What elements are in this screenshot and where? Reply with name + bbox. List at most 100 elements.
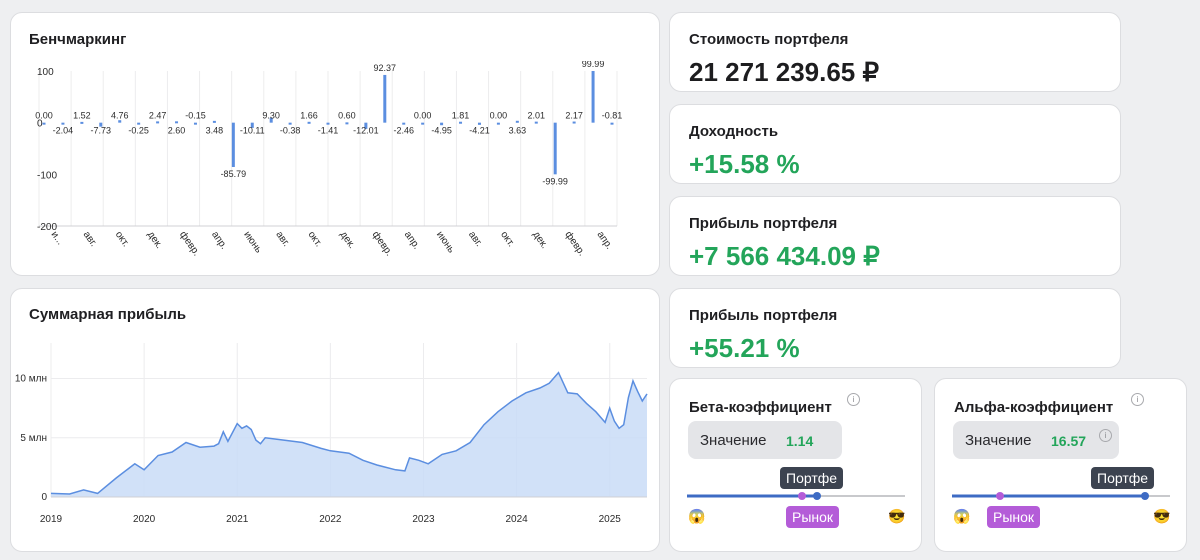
- benchmark-bar: [553, 122, 557, 175]
- cumulative-y-tick: 10 млн: [15, 374, 47, 385]
- benchmark-x-tick: дек.: [145, 229, 165, 251]
- beta-slider[interactable]: [687, 490, 907, 502]
- benchmark-data-label: 1.52: [73, 111, 91, 121]
- benchmark-data-label: 2.47: [149, 111, 167, 121]
- benchmark-data-label: 2.01: [528, 111, 546, 121]
- alpha-card: Альфа-коэффициент i Значение 16.57 i Пор…: [934, 378, 1187, 552]
- alpha-portfolio-tag: Портфе: [1091, 467, 1155, 489]
- benchmark-x-tick: авг.: [81, 229, 99, 248]
- benchmark-x-tick: окт.: [305, 229, 323, 249]
- benchmark-bar: [496, 122, 500, 125]
- benchmark-bar: [250, 122, 254, 128]
- benchmark-bar: [610, 122, 614, 125]
- benchmark-x-tick: июнь: [434, 229, 457, 255]
- benchmark-x-tick: окт.: [113, 229, 131, 249]
- benchmark-data-label: 0.00: [35, 111, 53, 121]
- cumulative-series-line: [50, 371, 648, 495]
- benchmark-data-label: -0.25: [128, 126, 149, 136]
- benchmark-bar: [345, 122, 349, 125]
- benchmark-data-label: 3.48: [206, 126, 224, 136]
- benchmark-bar: [175, 121, 179, 124]
- benchmark-title: Бенчмаркинг: [29, 31, 127, 48]
- alpha-value: 16.57: [1051, 433, 1087, 449]
- benchmark-data-label: -1.41: [318, 126, 339, 136]
- alpha-portfolio-marker: [1141, 492, 1149, 500]
- benchmark-data-label: -4.21: [469, 126, 490, 136]
- cumulative-x-tick: 2021: [226, 514, 249, 525]
- yield-value: +15.58 %: [689, 149, 800, 179]
- benchmark-bar: [80, 121, 84, 124]
- benchmark-data-label: -85.79: [221, 169, 247, 179]
- benchmark-data-label: 3.63: [509, 126, 527, 136]
- benchmark-bar: [591, 71, 595, 123]
- benchmark-bar: [421, 122, 425, 125]
- benchmark-data-label: -7.73: [91, 126, 112, 136]
- benchmark-bar: [572, 121, 576, 124]
- alpha-value-info-icon[interactable]: i: [1099, 429, 1112, 442]
- yield-card: Доходность +15.58 %: [669, 104, 1121, 184]
- benchmark-bar: [137, 122, 141, 125]
- cumulative-area: [51, 372, 647, 497]
- benchmark-data-label: -4.95: [431, 126, 452, 136]
- benchmark-y-tick: 0: [37, 119, 43, 130]
- alpha-info-icon[interactable]: i: [1131, 393, 1144, 406]
- beta-info-icon[interactable]: i: [847, 393, 860, 406]
- cumulative-x-tick: 2020: [133, 514, 156, 525]
- benchmark-bar: [477, 122, 481, 125]
- benchmark-x-tick: дек.: [338, 229, 358, 251]
- benchmark-data-label: 0.00: [414, 111, 432, 121]
- benchmark-x-tick: февр.: [562, 229, 588, 258]
- benchmark-x-tick: апр.: [209, 229, 229, 251]
- alpha-slider[interactable]: [952, 490, 1172, 502]
- benchmark-card: Бенчмаркинг 100 0 -100 -200 и... авг. окт. дек.…: [10, 12, 660, 276]
- benchmark-bar: [61, 122, 65, 125]
- benchmark-data-label: 1.81: [452, 111, 470, 121]
- benchmark-x-tick: авг.: [466, 229, 484, 248]
- beta-value-pill: Значение 1.14: [688, 421, 842, 459]
- benchmark-bar: [402, 122, 406, 125]
- profit-abs-card: Прибыль портфеля +7 566 434.09 ₽: [669, 196, 1121, 276]
- benchmark-bar: [364, 122, 368, 129]
- alpha-value-label: Значение: [965, 432, 1032, 449]
- benchmark-bar: [231, 122, 235, 167]
- beta-scared-emoji-icon: 😱: [688, 508, 706, 524]
- benchmark-data-label: 99.99: [582, 61, 605, 69]
- benchmark-x-tick: апр.: [402, 229, 422, 251]
- benchmark-data-label: 92.37: [374, 63, 397, 73]
- benchmark-data-label: -0.38: [280, 126, 301, 136]
- profit-abs-title: Прибыль портфеля: [689, 215, 838, 232]
- benchmark-x-tick: апр.: [594, 229, 614, 251]
- cumulative-x-tick: 2022: [319, 514, 342, 525]
- profit-pct-card: Прибыль портфеля +55.21 %: [669, 288, 1121, 368]
- cumulative-x-tick: 2024: [506, 514, 529, 525]
- benchmark-data-label: -99.99: [542, 176, 568, 186]
- portfolio-value-amount: 21 271 239.65 ₽: [689, 57, 880, 87]
- beta-value-label: Значение: [700, 432, 767, 449]
- profit-abs-value: +7 566 434.09 ₽: [689, 241, 880, 271]
- cumulative-y-tick: 0: [41, 492, 47, 503]
- cumulative-x-tick: 2023: [412, 514, 435, 525]
- benchmark-data-label: -0.81: [602, 111, 623, 121]
- cumulative-x-tick: 2019: [40, 514, 63, 525]
- alpha-value-pill: Значение 16.57 i: [953, 421, 1119, 459]
- benchmark-bar: [269, 117, 273, 123]
- cumulative-x-tick: 2025: [599, 514, 622, 525]
- beta-card: Бета-коэффициент i Значение 1.14 Портфе …: [669, 378, 922, 552]
- benchmark-x-tick: авг.: [273, 229, 291, 248]
- alpha-market-marker: [996, 492, 1004, 500]
- benchmark-data-label: 0.00: [490, 111, 508, 121]
- benchmark-bar: [118, 120, 122, 123]
- benchmark-data-label: 2.60: [168, 126, 186, 136]
- benchmark-data-label: 0.60: [338, 111, 356, 121]
- benchmark-data-label: 9.30: [262, 111, 280, 121]
- benchmark-data-label: -2.04: [53, 126, 74, 136]
- cumulative-profit-title: Суммарная прибыль: [29, 306, 187, 323]
- beta-portfolio-tag: Портфе: [780, 467, 844, 489]
- beta-title: Бета-коэффициент: [689, 399, 832, 416]
- portfolio-value-card: Стоимость портфеля 21 271 239.65 ₽: [669, 12, 1121, 92]
- benchmark-bar: [534, 121, 538, 124]
- benchmark-x-tick: февр.: [177, 229, 203, 258]
- benchmark-bar: [459, 121, 463, 124]
- benchmark-x-tick: дек.: [530, 229, 550, 251]
- benchmark-data-label: -12.01: [353, 126, 379, 136]
